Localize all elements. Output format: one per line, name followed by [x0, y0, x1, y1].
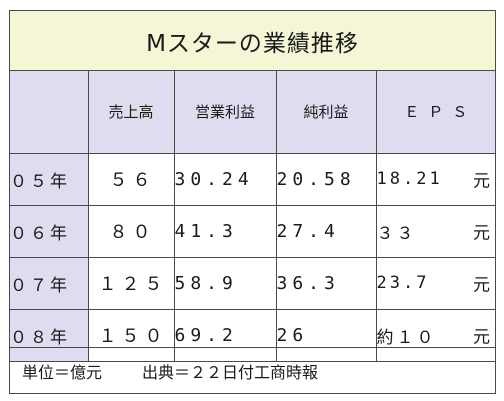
sales-cell: １５０	[87, 308, 175, 362]
table-row: ０７年 １２５ 58.9 36.3 23.7 元	[10, 256, 495, 310]
eps-unit: 元	[473, 327, 490, 348]
sales-cell: ８０	[87, 204, 175, 258]
header-row: 売上高 営業利益 純利益 ＥＰＳ	[10, 71, 495, 154]
column-header-eps: ＥＰＳ	[375, 71, 495, 154]
performance-table-frame: Mスターの業績推移 売上高 営業利益 純利益 ＥＰＳ ０５年 ５６ 30.24 …	[9, 10, 496, 394]
eps-unit: 元	[473, 223, 490, 244]
net-profit-cell: 36.3	[275, 256, 377, 310]
operating-profit-cell: 41.3	[173, 204, 277, 258]
year-cell: ０７年	[10, 256, 89, 310]
operating-profit-cell: 69.2	[173, 308, 277, 362]
eps-value: 18.21	[376, 169, 443, 189]
column-header-net-profit: 純利益	[275, 71, 377, 154]
table-row: ０６年 ８０ 41.3 27.4 ３３ 元	[10, 204, 495, 258]
table-title: Mスターの業績推移	[10, 11, 495, 71]
corner-cell	[10, 71, 89, 154]
sales-cell: ５６	[87, 152, 175, 206]
eps-value: 23.7	[376, 273, 430, 293]
column-header-operating-profit: 営業利益	[173, 71, 277, 154]
eps-unit: 元	[473, 171, 490, 192]
operating-profit-cell: 58.9	[173, 256, 277, 310]
operating-profit-cell: 30.24	[173, 152, 277, 206]
table-row: ０５年 ５６ 30.24 20.58 18.21 元	[10, 152, 495, 206]
column-header-sales: 売上高	[87, 71, 175, 154]
sales-cell: １２５	[87, 256, 175, 310]
net-profit-cell: 26	[275, 308, 377, 362]
net-profit-cell: 27.4	[275, 204, 377, 258]
eps-value: 約１０	[376, 327, 437, 348]
eps-unit: 元	[473, 275, 490, 296]
eps-value: ３３	[376, 223, 417, 244]
eps-cell: ３３ 元	[375, 204, 495, 258]
year-cell: ０８年	[10, 308, 89, 362]
eps-cell: 23.7 元	[375, 256, 495, 310]
eps-cell: 18.21 元	[375, 152, 495, 206]
net-profit-cell: 20.58	[275, 152, 377, 206]
year-cell: ０６年	[10, 204, 89, 258]
table-row: ０８年 １５０ 69.2 26 約１０ 元	[10, 308, 495, 362]
performance-table: 売上高 営業利益 純利益 ＥＰＳ ０５年 ５６ 30.24 20.58 18.2…	[10, 71, 495, 362]
eps-cell: 約１０ 元	[375, 308, 495, 362]
table-footer: 単位＝億元 出典＝２２日付工商時報	[10, 347, 495, 393]
source-note: 出典＝２２日付工商時報	[142, 362, 319, 382]
unit-note: 単位＝億元	[22, 362, 103, 382]
year-cell: ０５年	[10, 152, 89, 206]
